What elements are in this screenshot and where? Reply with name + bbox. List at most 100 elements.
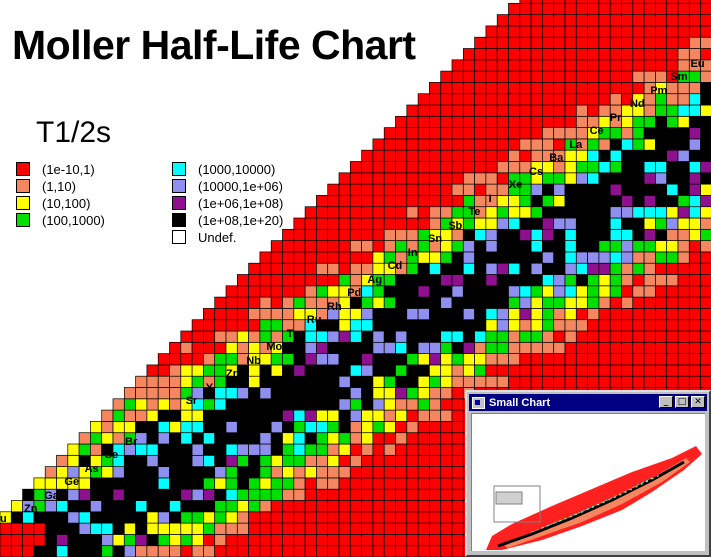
nuclide-cell (406, 398, 419, 411)
nuclide-cell (383, 149, 396, 162)
element-label: Ga (44, 489, 59, 502)
nuclide-cell (169, 353, 182, 366)
nuclide-cell (553, 104, 566, 117)
nuclide-cell (327, 285, 340, 298)
nuclide-cell (542, 262, 555, 275)
nuclide-cell (575, 70, 588, 83)
nuclide-cell (632, 251, 645, 264)
nuclide-cell (417, 522, 430, 535)
nuclide-cell (688, 104, 701, 117)
element-label: Xe (508, 179, 523, 191)
nuclide-cell (146, 409, 159, 422)
close-button[interactable]: ✕ (691, 396, 705, 408)
nuclide-cell (236, 308, 249, 321)
nuclide-cell (304, 251, 317, 264)
nuclide-cell (372, 319, 385, 332)
nuclide-cell (666, 172, 679, 185)
nuclide-cell (417, 398, 430, 411)
nuclide-cell (417, 274, 430, 287)
nuclide-cell (270, 522, 283, 535)
nuclide-cell (688, 25, 701, 38)
nuclide-cell (10, 522, 23, 535)
nuclide-cell (609, 93, 622, 106)
nuclide-cell (395, 319, 408, 332)
nuclide-cell (395, 511, 408, 524)
nuclide-cell (180, 409, 193, 422)
nuclide-cell (372, 545, 385, 557)
nuclide-cell (383, 477, 396, 490)
app-window-icon[interactable] (472, 396, 485, 409)
small-chart-titlebar[interactable]: Small Chart _ □ ✕ (469, 394, 707, 411)
nuclide-cell (10, 511, 23, 524)
nuclide-cell (293, 262, 306, 275)
nuclide-cell (564, 82, 577, 95)
nuclide-cell (575, 115, 588, 128)
nuclide-cell (609, 82, 622, 95)
nuclide-cell (304, 240, 317, 253)
nuclide-cell (90, 421, 103, 434)
nuclide-cell (406, 488, 419, 501)
nuclide-cell (666, 228, 679, 241)
nuclide-cell (316, 511, 329, 524)
nuclide-cell (112, 534, 125, 547)
nuclide-cell (496, 206, 509, 219)
small-chart-canvas[interactable] (471, 413, 705, 551)
nuclide-cell (429, 308, 442, 321)
nuclide-cell (361, 432, 374, 445)
nuclide-cell (361, 466, 374, 479)
nuclide-cell (666, 14, 679, 27)
nuclide-cell (440, 511, 453, 524)
nuclide-cell (90, 522, 103, 535)
nuclide-cell (643, 104, 656, 117)
small-chart-window[interactable]: Small Chart _ □ ✕ (465, 390, 711, 557)
nuclide-cell (293, 353, 306, 366)
element-label: Pm (650, 84, 668, 97)
nuclide-cell (180, 477, 193, 490)
nuclide-cell (44, 500, 57, 513)
minimize-button[interactable]: _ (659, 396, 673, 408)
nuclide-cell (429, 206, 442, 219)
nuclide-cell (316, 341, 329, 354)
nuclide-cell (406, 183, 419, 196)
nuclide-cell (248, 432, 261, 445)
nuclide-cell (270, 500, 283, 513)
nuclide-cell (316, 421, 329, 434)
nuclide-cell (519, 93, 532, 106)
nuclide-cell (666, 48, 679, 61)
nuclide-cell (462, 251, 475, 264)
nuclide-cell (677, 375, 690, 388)
nuclide-cell (259, 443, 272, 456)
nuclide-cell (587, 0, 600, 4)
nuclide-cell (575, 59, 588, 72)
nuclide-cell (372, 217, 385, 230)
nuclide-cell (395, 296, 408, 309)
nuclide-cell (451, 375, 464, 388)
nuclide-cell (700, 341, 711, 354)
nuclide-cell (677, 296, 690, 309)
nuclide-cell (688, 228, 701, 241)
nuclide-cell (688, 217, 701, 230)
nuclide-cell (564, 93, 577, 106)
nuclide-cell (372, 149, 385, 162)
nuclide-cell (361, 228, 374, 241)
nuclide-cell (440, 432, 453, 445)
nuclide-cell (496, 251, 509, 264)
nuclide-cell (338, 341, 351, 354)
nuclide-cell (429, 172, 442, 185)
nuclide-cell (688, 330, 701, 343)
nuclide-cell (508, 59, 521, 72)
nuclide-cell (700, 138, 711, 151)
overview-band (486, 446, 702, 550)
nuclide-cell (338, 262, 351, 275)
nuclide-cell (429, 432, 442, 445)
nuclide-cell (270, 285, 283, 298)
element-label: Sb (448, 219, 463, 232)
nuclide-cell (146, 488, 159, 501)
nuclide-cell (575, 104, 588, 117)
nuclide-cell (655, 127, 668, 140)
maximize-button[interactable]: □ (675, 396, 689, 408)
nuclide-cell (417, 217, 430, 230)
nuclide-cell (361, 443, 374, 456)
nuclide-cell (462, 353, 475, 366)
